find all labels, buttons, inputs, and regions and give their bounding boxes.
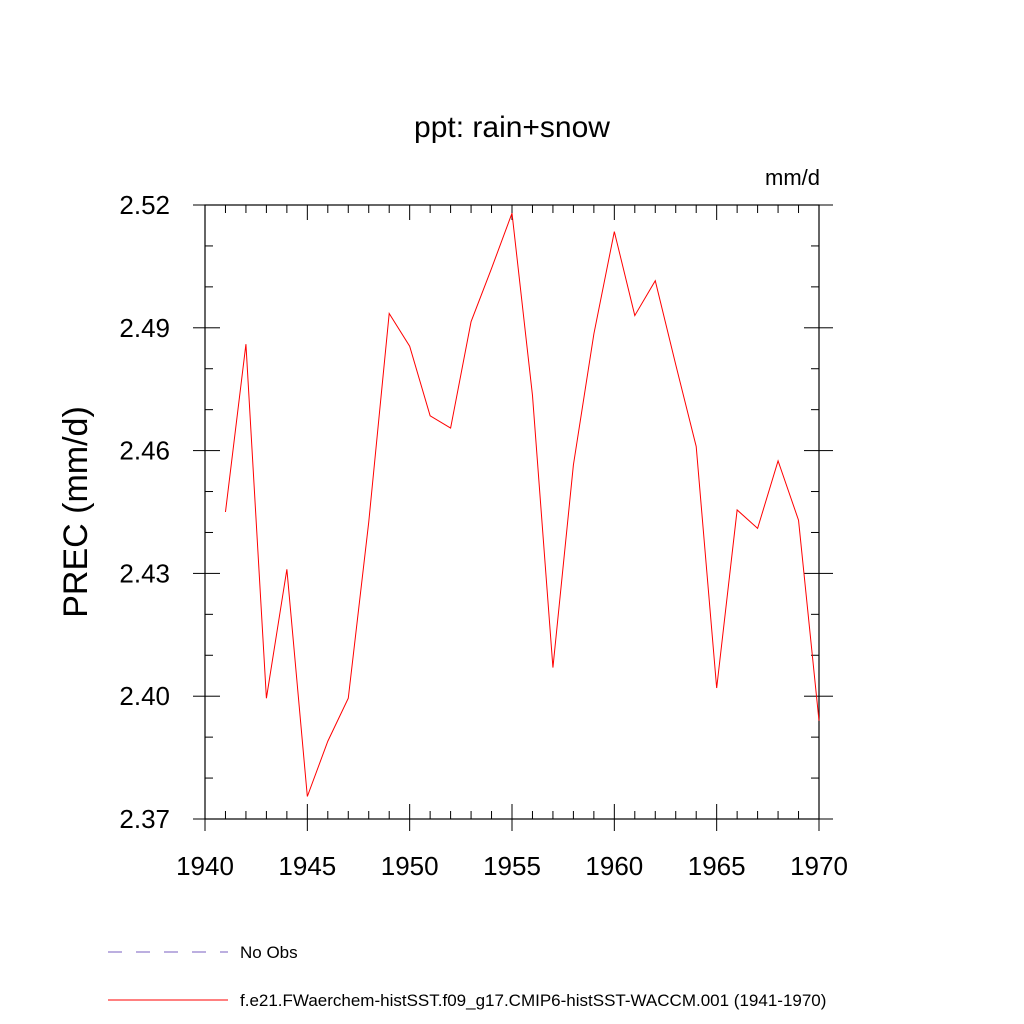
y-tick-label: 2.49 [119, 313, 170, 343]
major-ticks [193, 204, 833, 831]
y-axis-label: PREC (mm/d) [57, 406, 95, 618]
series-layer [224, 213, 820, 797]
chart-title: ppt: rain+snow [414, 111, 610, 144]
x-tick-labels: 1940 1945 1950 1955 1960 1965 1970 [176, 851, 848, 881]
x-tick-label: 1955 [483, 851, 541, 881]
units-label: mm/d [765, 165, 820, 190]
y-tick-label: 2.52 [119, 190, 170, 220]
x-tick-label: 1940 [176, 851, 234, 881]
legend-label-no-obs: No Obs [240, 943, 298, 962]
minor-ticks [205, 205, 819, 819]
x-tick-label: 1970 [790, 851, 848, 881]
plot-frame [204, 204, 820, 820]
x-tick-label: 1965 [688, 851, 746, 881]
y-tick-label: 2.40 [119, 681, 170, 711]
y-tick-label: 2.43 [119, 558, 170, 588]
legend-label-model: f.e21.FWaerchem-histSST.f09_g17.CMIP6-hi… [240, 991, 826, 1010]
y-tick-label: 2.37 [119, 804, 170, 834]
x-tick-label: 1945 [278, 851, 336, 881]
y-tick-labels: 2.37 2.40 2.43 2.46 2.49 2.52 [119, 190, 170, 834]
y-tick-label: 2.46 [119, 436, 170, 466]
series-line-model [224, 213, 820, 797]
x-tick-label: 1960 [585, 851, 643, 881]
x-tick-label: 1950 [381, 851, 439, 881]
legend: No Obs f.e21.FWaerchem-histSST.f09_g17.C… [108, 943, 826, 1010]
